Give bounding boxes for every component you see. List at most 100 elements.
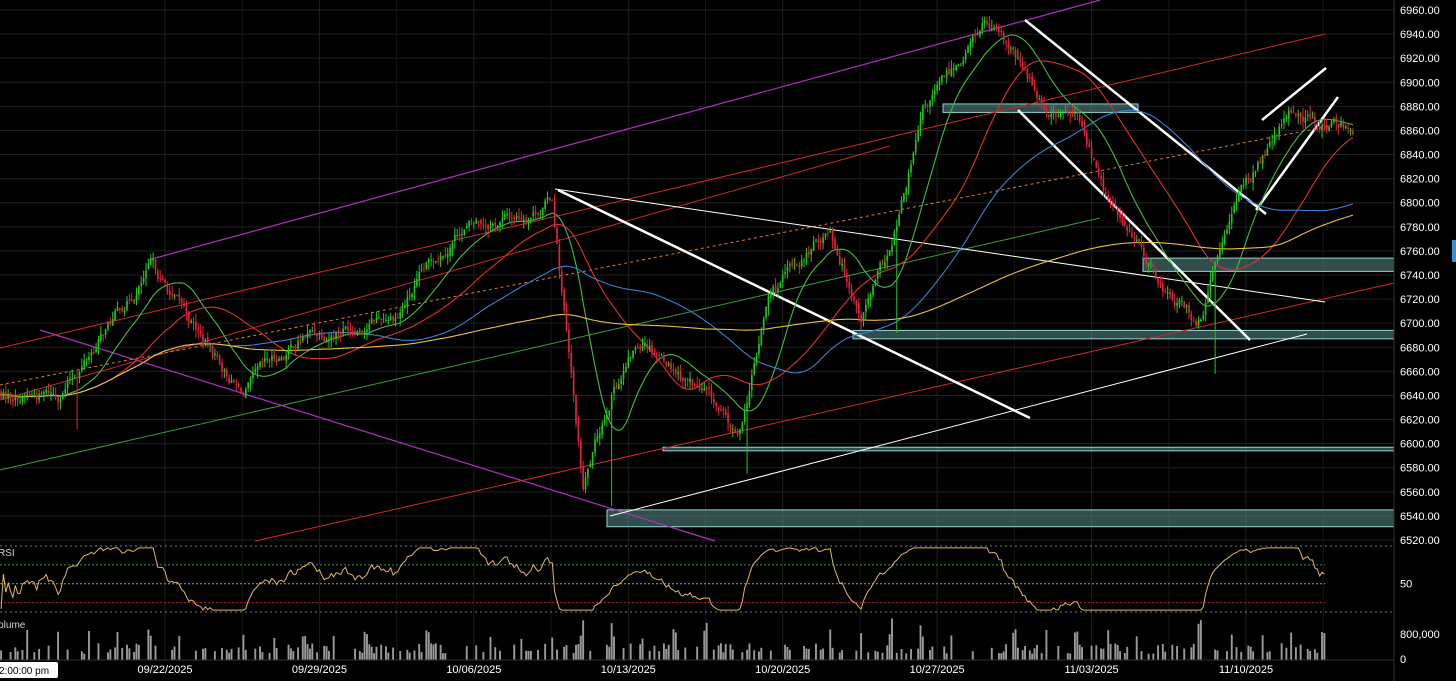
volume-bar	[917, 648, 920, 660]
volume-bar	[432, 644, 435, 660]
candle-body	[549, 198, 551, 201]
volume-bar	[665, 648, 668, 660]
candle-body	[1349, 130, 1352, 132]
volume-bar	[1140, 651, 1143, 660]
candle-body	[986, 20, 988, 25]
volume-bar	[1161, 644, 1164, 660]
candle-body	[109, 322, 112, 324]
volume-bar	[838, 652, 841, 660]
volume-bar	[21, 650, 24, 660]
candle-body	[617, 384, 620, 389]
wedge-line-lower	[1254, 96, 1340, 211]
candle-body	[522, 220, 525, 222]
candle-body	[1238, 191, 1240, 202]
volume-bar	[1235, 647, 1238, 660]
candle-body	[532, 211, 535, 217]
volume-bar	[705, 622, 708, 660]
candle-body	[703, 388, 706, 391]
volume-bar	[819, 649, 822, 660]
candle-body	[385, 320, 387, 322]
candle-body	[860, 314, 862, 323]
candle-body	[266, 359, 268, 361]
candle-body	[247, 382, 249, 389]
moving-average-line	[0, 34, 1354, 431]
candle-body	[598, 432, 601, 438]
volume-bar	[137, 644, 140, 660]
candle-body	[480, 219, 482, 225]
candle-body	[211, 345, 214, 354]
moving-averages	[0, 34, 1354, 431]
candle-body	[917, 130, 919, 141]
channel-line-1	[557, 188, 1031, 420]
candle-body	[912, 152, 915, 163]
volume-bar	[311, 643, 314, 660]
volume-bar	[116, 631, 119, 660]
candle-body	[530, 217, 532, 220]
candle-body	[366, 329, 368, 332]
candle-body	[145, 270, 147, 279]
candle-body	[750, 375, 753, 391]
candle-body	[983, 19, 986, 24]
candle-body	[1097, 168, 1100, 175]
volume-bar	[83, 653, 86, 660]
candle-body	[515, 216, 518, 219]
candle-body	[64, 389, 67, 394]
candle-body	[273, 354, 276, 359]
candle-body	[589, 464, 592, 468]
price-tick-label: 6560.00	[1400, 487, 1440, 499]
time-tick-label: 11/03/2025	[1064, 664, 1118, 676]
candle-body	[936, 84, 938, 91]
candle-body	[793, 265, 796, 267]
volume-bar	[323, 645, 326, 660]
candle-body	[1242, 185, 1245, 187]
price-tick-label: 6900.00	[1400, 77, 1440, 89]
volume-bar	[931, 646, 934, 660]
volume-bar	[1016, 647, 1019, 660]
price-tick-label: 6580.00	[1400, 463, 1440, 475]
volume-bar	[204, 648, 207, 660]
candle-body	[157, 270, 159, 280]
candle-body	[1062, 112, 1064, 114]
candle-body	[648, 345, 651, 350]
candle-body	[924, 103, 927, 106]
volume-bar	[855, 650, 858, 660]
candle-body	[225, 369, 228, 377]
volume-bar	[971, 651, 974, 660]
candle-body	[843, 264, 846, 272]
price-tick-label: 6600.00	[1400, 439, 1440, 451]
volume-bar	[1152, 653, 1155, 660]
candle-body	[1316, 123, 1319, 125]
candle-body	[836, 248, 839, 256]
volume-bar	[135, 643, 138, 660]
candle-body	[261, 361, 264, 363]
candle-body	[1133, 237, 1136, 240]
candle-body	[541, 208, 544, 216]
candle-body	[1005, 41, 1007, 44]
candle-body	[223, 369, 226, 371]
volume-bar	[380, 644, 383, 660]
volume-bar	[1021, 650, 1024, 660]
candle-body	[254, 368, 257, 372]
volume-bar	[684, 647, 687, 660]
candle-body	[71, 377, 74, 379]
candle-body	[435, 261, 437, 263]
volume-bar	[413, 650, 416, 660]
volume-bar	[499, 650, 501, 660]
candle-body	[249, 377, 252, 384]
candle-body	[1147, 262, 1150, 266]
volume-bar	[1226, 651, 1228, 660]
candle-body	[375, 318, 378, 321]
candle-body	[812, 241, 815, 251]
candle-body	[1276, 135, 1278, 137]
price-tick-label: 6540.00	[1400, 511, 1440, 523]
volume-tick-label: 800,000	[1400, 629, 1440, 641]
candle-body	[914, 140, 917, 153]
candle-body	[815, 239, 817, 241]
volume-bar	[114, 647, 117, 660]
volume-bar	[520, 638, 523, 660]
candle-body	[363, 331, 366, 334]
price-tick-label: 6820.00	[1400, 174, 1440, 186]
candle-body	[907, 173, 910, 189]
